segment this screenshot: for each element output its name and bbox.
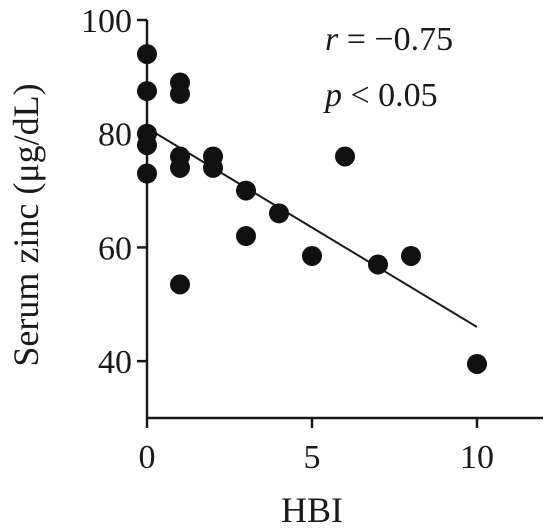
data-point-14 (269, 203, 289, 224)
data-point-1 (137, 81, 157, 102)
p-symbol: p (323, 77, 342, 114)
data-point-18 (401, 245, 421, 266)
tick-labels: 40 60 80 100 0 5 10 (81, 3, 494, 476)
y-tick-label-60: 60 (98, 230, 132, 267)
x-tick-label-5: 5 (304, 439, 321, 476)
y-tick-label-40: 40 (98, 344, 132, 381)
data-point-4 (137, 163, 157, 184)
data-point-3 (137, 135, 157, 156)
data-points (137, 44, 487, 374)
x-axis-title: HBI (281, 490, 343, 530)
y-tick-label-100: 100 (81, 3, 132, 40)
data-point-6 (170, 83, 190, 104)
data-point-8 (170, 157, 190, 178)
y-tick-label-80: 80 (98, 117, 132, 154)
data-point-13 (236, 226, 256, 247)
data-point-15 (302, 245, 322, 266)
regression-line (146, 127, 478, 328)
data-point-0 (137, 44, 157, 65)
data-point-9 (170, 274, 190, 295)
x-tick-label-0: 0 (139, 439, 156, 476)
data-point-16 (335, 146, 355, 167)
data-point-19 (467, 353, 487, 374)
data-point-11 (203, 157, 223, 178)
r-annotation: r = −0.75 (325, 21, 453, 58)
x-tick-label-10: 10 (460, 439, 494, 476)
p-value: < 0.05 (342, 77, 438, 114)
p-annotation: p < 0.05 (323, 77, 438, 114)
r-value: = −0.75 (338, 21, 453, 58)
data-point-12 (236, 180, 256, 201)
r-symbol: r (325, 21, 339, 58)
data-point-17 (368, 254, 388, 275)
trendline-group (146, 127, 478, 328)
y-axis-title: Serum zinc (μg/dL) (6, 83, 46, 366)
